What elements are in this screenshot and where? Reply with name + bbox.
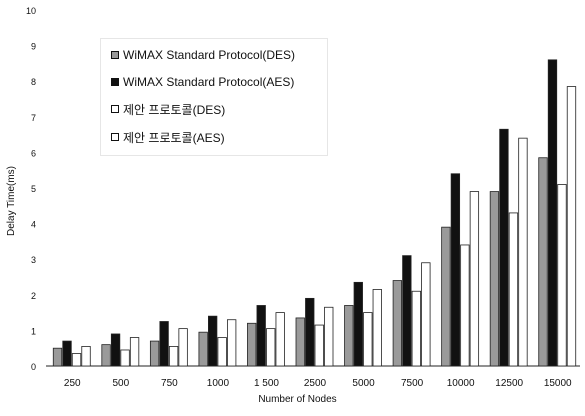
bar <box>411 290 421 367</box>
legend-swatch-proposed-aes <box>111 133 119 141</box>
bars <box>52 59 577 367</box>
bar <box>149 340 160 367</box>
bar <box>275 312 285 367</box>
bar <box>344 305 354 367</box>
bar <box>363 312 373 367</box>
bar <box>168 346 179 367</box>
bar <box>110 333 121 367</box>
x-axis-label: Number of Nodes <box>258 394 337 405</box>
legend-swatch-wimax-aes <box>111 78 119 86</box>
ticks: 0 1 2 3 4 5 6 7 8 9 10 250 500 750 1000 1 500 2500 5000 75… <box>26 6 572 389</box>
bar <box>295 317 305 367</box>
bar <box>159 321 169 367</box>
bar <box>178 328 188 367</box>
legend-swatch-wimax-des <box>111 51 119 59</box>
bar <box>469 191 480 367</box>
x-tick-label: 250 <box>64 378 81 389</box>
bar <box>217 337 227 367</box>
x-tick-label: 1000 <box>207 378 230 389</box>
x-tick-label: 1 500 <box>254 378 279 389</box>
bar <box>557 184 567 367</box>
bar <box>421 262 431 367</box>
y-tick-label: 9 <box>31 42 36 52</box>
x-tick-label: 750 <box>161 378 178 389</box>
bar <box>538 157 548 367</box>
bar <box>81 346 91 367</box>
y-tick-label: 10 <box>26 6 36 16</box>
bar <box>120 349 130 367</box>
x-tick-label: 12500 <box>495 378 523 389</box>
legend-label-proposed-aes: 제안 프로토콜(AES) <box>123 130 225 145</box>
bar <box>324 306 334 367</box>
bar <box>392 280 402 367</box>
y-tick-label: 5 <box>31 184 36 194</box>
bar <box>305 297 315 367</box>
y-tick-label: 3 <box>31 255 36 265</box>
legend-item-wimax-aes: WiMAX Standard Protocol(AES) <box>111 74 294 90</box>
bar <box>71 353 82 367</box>
y-tick-label: 6 <box>31 148 36 158</box>
bar <box>547 59 558 367</box>
legend-swatch-proposed-des <box>111 105 119 113</box>
bar <box>256 305 266 367</box>
bar <box>372 289 382 367</box>
bar <box>441 226 451 367</box>
x-tick-label: 10000 <box>447 378 475 389</box>
bar <box>460 244 470 367</box>
bar <box>314 324 324 367</box>
legend: WiMAX Standard Protocol(DES) WiMAX Stand… <box>100 38 328 156</box>
legend-item-wimax-des: WiMAX Standard Protocol(DES) <box>111 47 295 63</box>
bar <box>402 255 412 367</box>
legend-label-wimax-des: WiMAX Standard Protocol(DES) <box>123 48 296 62</box>
legend-label-proposed-des: 제안 프로토콜(DES) <box>123 102 226 117</box>
legend-label-wimax-aes: WiMAX Standard Protocol(AES) <box>123 75 295 89</box>
bar <box>198 331 208 367</box>
bar <box>129 337 140 367</box>
x-tick-label: 500 <box>112 378 129 389</box>
y-tick-label: 0 <box>31 362 36 372</box>
y-tick-label: 1 <box>31 326 36 336</box>
y-tick-label: 7 <box>31 113 36 123</box>
bar <box>266 328 276 367</box>
bar <box>227 319 237 367</box>
legend-item-proposed-aes: 제안 프로토콜(AES) <box>111 129 225 145</box>
bar <box>508 212 519 367</box>
y-tick-label: 8 <box>31 77 36 87</box>
y-axis-label: Delay Time(ms) <box>6 165 17 236</box>
bar <box>489 191 500 367</box>
bar <box>247 322 257 367</box>
bar <box>353 281 363 367</box>
y-tick-label: 4 <box>31 220 36 230</box>
bar <box>518 137 528 367</box>
bar <box>208 315 218 367</box>
x-tick-label: 7500 <box>401 378 424 389</box>
x-tick-label: 2500 <box>304 378 327 389</box>
x-tick-label: 5000 <box>352 378 375 389</box>
bar <box>499 128 509 367</box>
bar <box>450 173 461 367</box>
bar <box>62 340 72 367</box>
bar <box>52 347 63 367</box>
bar <box>566 86 577 367</box>
legend-item-proposed-des: 제안 프로토콜(DES) <box>111 101 225 117</box>
x-tick-label: 15000 <box>544 378 572 389</box>
bar <box>101 344 111 367</box>
y-tick-label: 2 <box>31 291 36 301</box>
